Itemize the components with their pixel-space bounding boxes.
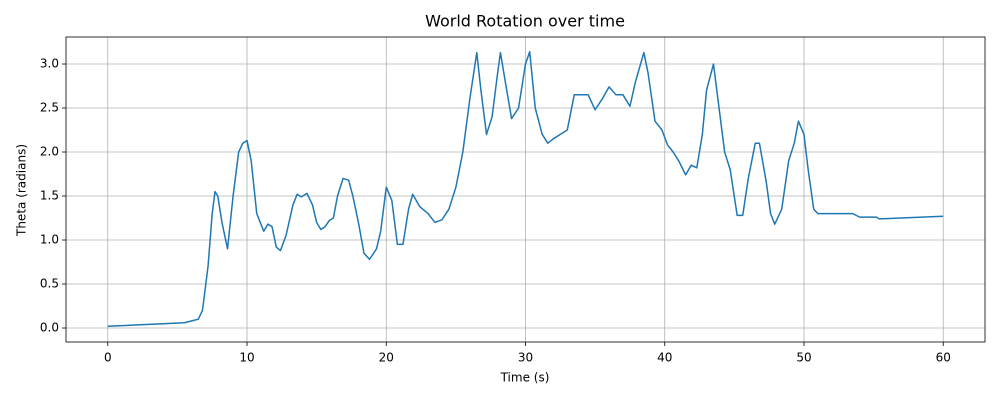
x-tick-label: 20 — [379, 351, 394, 365]
chart-title: World Rotation over time — [425, 12, 625, 31]
x-tick-label: 0 — [104, 351, 112, 365]
y-tick-label: 0.0 — [40, 321, 59, 335]
y-axis-label: Theta (radians) — [15, 144, 29, 237]
y-tick-label: 1.0 — [40, 233, 59, 247]
y-tick-label: 3.0 — [40, 57, 59, 71]
x-tick-label: 50 — [796, 351, 811, 365]
y-tick-label: 0.5 — [40, 277, 59, 291]
x-tick-label: 10 — [239, 351, 254, 365]
x-tick-label: 60 — [936, 351, 951, 365]
y-tick-label: 2.5 — [40, 101, 59, 115]
y-tick-label: 2.0 — [40, 145, 59, 159]
x-tick-label: 40 — [657, 351, 672, 365]
x-tick-label: 30 — [518, 351, 533, 365]
x-axis-label: Time (s) — [500, 371, 550, 385]
data-line — [107, 50, 944, 327]
y-tick-label: 1.5 — [40, 189, 59, 203]
plot-frame — [65, 36, 986, 343]
